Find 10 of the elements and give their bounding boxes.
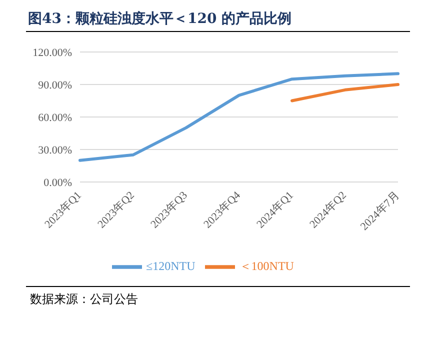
chart-title: 图43：颗粒硅浊度水平＜120 的产品比例 xyxy=(27,10,293,28)
y-tick-label: 30.00% xyxy=(38,144,72,156)
source-note: 数据来源：公司公告 xyxy=(29,291,139,308)
y-tick-label: 0.00% xyxy=(44,176,72,189)
legend-label: ＜100NTU xyxy=(239,258,294,273)
y-tick-label: 60.00% xyxy=(38,112,72,124)
legend-label: ≤120NTU xyxy=(146,258,196,273)
line-series xyxy=(78,72,400,162)
y-tick-label: 90.00% xyxy=(38,79,72,92)
y-tick-label: 120.00% xyxy=(32,46,72,59)
